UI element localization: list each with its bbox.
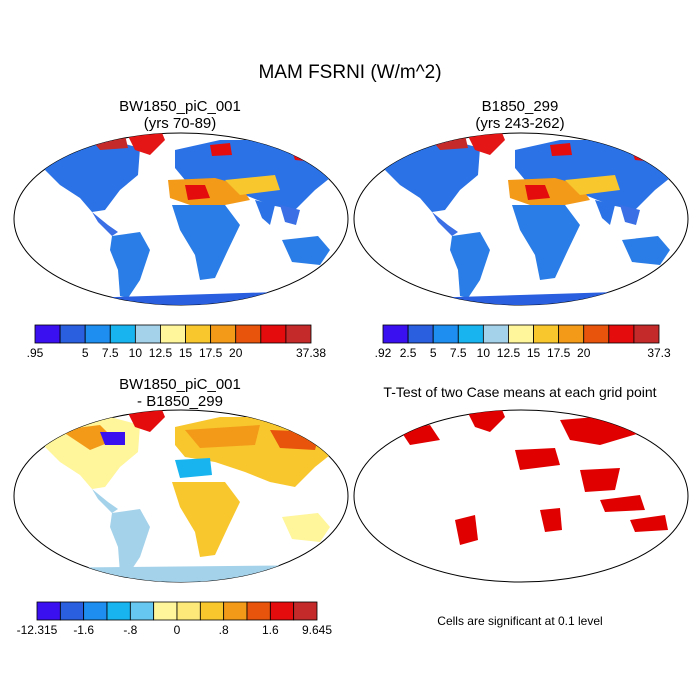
panel-2-title-line1: B1850_299 <box>481 98 559 115</box>
colorbar-1-swatch <box>84 324 111 344</box>
panel-3-title-line2: - B1850_299 <box>137 393 223 410</box>
colorbar-3-label: -.8 <box>123 623 137 637</box>
footnote: Cells are significant at 0.1 level <box>437 614 603 628</box>
colorbar-1-label: 5 <box>82 346 89 360</box>
colorbar-1-swatch <box>109 324 136 344</box>
panel-1-title-line2: (yrs 70-89) <box>143 115 217 132</box>
colorbar-1-label: 10 <box>129 346 143 360</box>
colorbar-3-label: 9.645 <box>302 623 332 637</box>
colorbar-1-swatch <box>285 324 312 344</box>
colorbar-1-swatch <box>185 324 212 344</box>
colorbar-1-swatch <box>134 324 161 344</box>
colorbar-3-swatch <box>36 601 61 621</box>
colorbar-3-swatch <box>153 601 178 621</box>
colorbar-1-swatch <box>160 324 186 344</box>
panel-title-1: BW1850_piC_001 (yrs 70-89) <box>15 98 345 132</box>
panel-1-title-line1: BW1850_piC_001 <box>119 98 241 115</box>
colorbar-1-label: 7.5 <box>102 346 119 360</box>
colorbar-2-swatch <box>382 324 409 344</box>
colorbar-2-label: 7.5 <box>450 346 467 360</box>
panel-title-3: BW1850_piC_001 - B1850_299 <box>15 376 345 410</box>
colorbar-1-swatch <box>59 324 86 344</box>
colorbar-3: -12.315 -1.6 -.8 0 .8 1.6 9.645 <box>17 601 332 637</box>
colorbar-1-label: 17.5 <box>199 346 223 360</box>
colorbar-2-swatch <box>583 324 610 344</box>
colorbar-1-label: 12.5 <box>149 346 173 360</box>
colorbar-1-label: .95 <box>27 346 44 360</box>
colorbar-2-swatch <box>608 324 635 344</box>
colorbar-3-swatch <box>83 601 108 621</box>
colorbar-3-label: -1.6 <box>73 623 94 637</box>
colorbar-1-swatch <box>210 324 237 344</box>
colorbar-1-swatch <box>235 324 262 344</box>
colorbar-1-swatch <box>260 324 287 344</box>
colorbar-2-label: 10 <box>477 346 491 360</box>
colorbar-3-swatch <box>223 601 248 621</box>
colorbar-2-swatch <box>533 324 560 344</box>
colorbar-2-label: 15 <box>527 346 541 360</box>
colorbar-3-label: 1.6 <box>262 623 279 637</box>
colorbar-2-swatch <box>558 324 585 344</box>
panel-title-2: B1850_299 (yrs 243-262) <box>355 98 685 132</box>
colorbar-3-label: 0 <box>174 623 181 637</box>
map-panel-3 <box>13 409 349 583</box>
colorbar-2-swatch <box>432 324 459 344</box>
panel-2-title-line2: (yrs 243-262) <box>475 115 565 132</box>
panel-title-4: T-Test of two Case means at each grid po… <box>345 384 695 401</box>
colorbar-2-swatch <box>633 324 660 344</box>
colorbar-2-label: .92 <box>375 346 392 360</box>
colorbar-3-label: .8 <box>219 623 229 637</box>
panel-4-title-line1: T-Test of two Case means at each grid po… <box>383 384 657 400</box>
colorbar-2-swatch <box>508 324 534 344</box>
colorbar-2-label: 12.5 <box>497 346 521 360</box>
colorbar-2-label: 37.3 <box>647 346 671 360</box>
colorbar-3-swatch <box>176 601 201 621</box>
colorbar-1-label: 20 <box>229 346 243 360</box>
colorbar-3-swatch <box>293 601 318 621</box>
colorbar-1-label: 37.38 <box>296 346 326 360</box>
colorbar-3-swatch <box>246 601 271 621</box>
colorbar-3-swatch <box>199 601 225 621</box>
colorbar-1-swatch <box>34 324 61 344</box>
colorbar-3-label: -12.315 <box>17 623 58 637</box>
main-title: MAM FSRNI (W/m^2) <box>258 62 442 83</box>
colorbar-3-swatch <box>59 601 85 621</box>
panel-3-title-line1: BW1850_piC_001 <box>119 376 241 393</box>
map-panel-2 <box>353 132 689 306</box>
colorbar-2-label: 2.5 <box>400 346 417 360</box>
colorbar-2-swatch <box>482 324 509 344</box>
colorbar-1: .95 5 7.5 10 12.5 15 17.5 20 37.38 <box>27 324 326 360</box>
colorbar-2-swatch <box>457 324 484 344</box>
colorbar-2-label: 17.5 <box>547 346 571 360</box>
map-panel-1 <box>13 132 349 306</box>
colorbar-3-swatch <box>269 601 295 621</box>
colorbar-3-swatch <box>106 601 131 621</box>
colorbar-2: .92 2.5 5 7.5 10 12.5 15 17.5 20 37.3 <box>375 324 671 360</box>
colorbar-2-label: 20 <box>577 346 591 360</box>
colorbar-3-swatch <box>129 601 155 621</box>
colorbar-1-label: 15 <box>179 346 193 360</box>
colorbar-2-label: 5 <box>430 346 437 360</box>
colorbar-2-swatch <box>407 324 434 344</box>
